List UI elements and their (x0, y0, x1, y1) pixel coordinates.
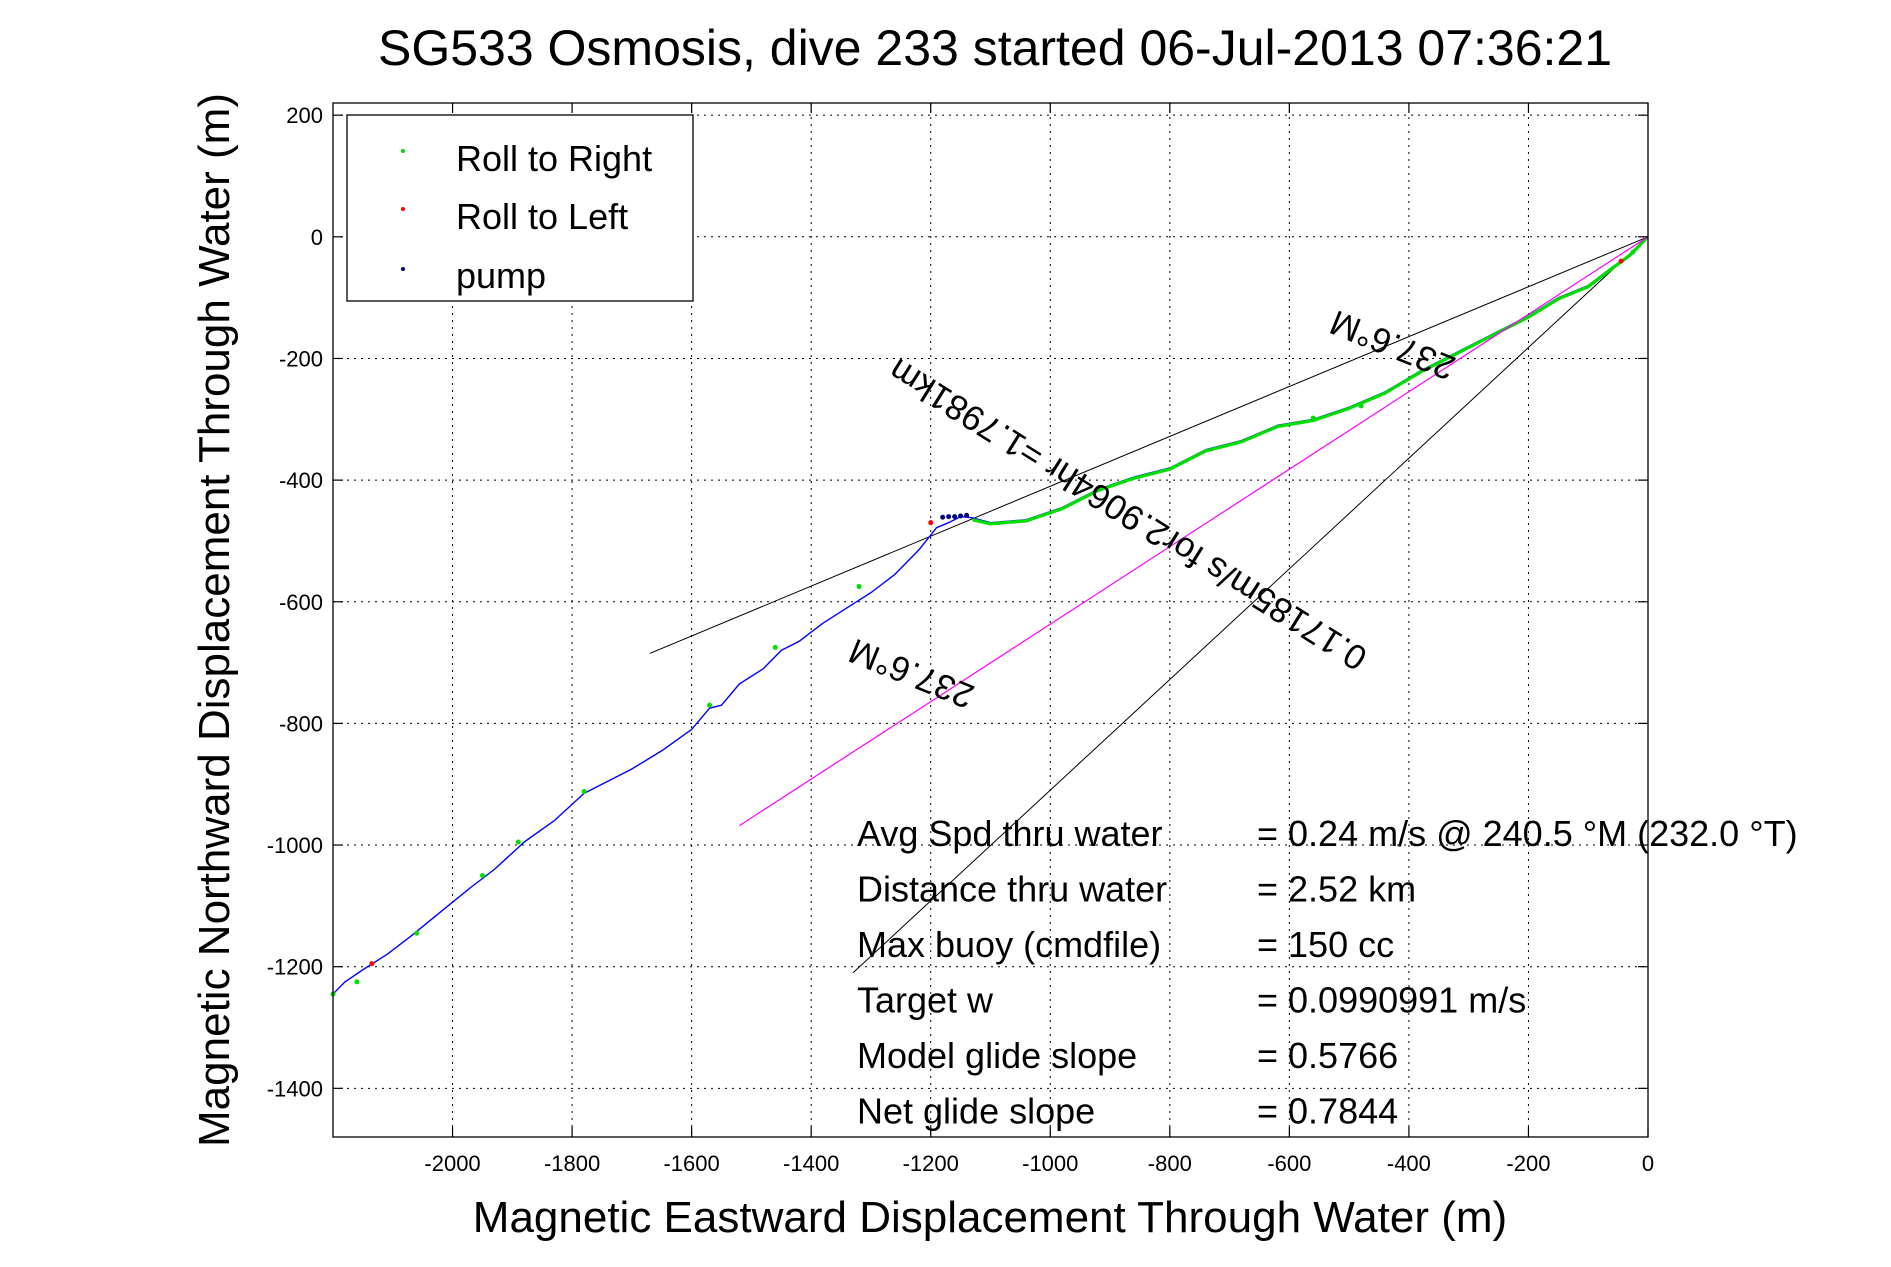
roll-right-point (707, 702, 713, 708)
roll-right-point (1358, 403, 1364, 409)
legend-marker-pump (401, 267, 405, 271)
dive-statistics: Avg Spd thru water = 0.24 m/s @ 240.5 °M … (857, 813, 1798, 1132)
roll-right-point (515, 839, 521, 845)
x-tick-label: -1000 (1022, 1151, 1078, 1176)
roll-right-point (581, 789, 587, 795)
y-axis-ticks: 200 0 -200 -400 -600 -800 -1000 -1200 -1400 (267, 103, 1648, 1101)
stat-label: Max buoy (cmdfile) (857, 924, 1161, 965)
stat-label: Distance thru water (857, 869, 1167, 910)
pump-point (940, 514, 946, 520)
reference-lines (649, 236, 1649, 974)
roll-right-point (772, 644, 778, 650)
legend-label-pump: pump (456, 255, 546, 296)
y-tick-label: -400 (279, 468, 323, 493)
y-tick-label: -1200 (267, 955, 323, 980)
y-tick-label: -200 (279, 346, 323, 371)
roll-right-point (856, 584, 862, 590)
stat-label: Target w (857, 980, 994, 1021)
stat-value: = 2.52 km (1257, 869, 1416, 910)
pump-point (952, 514, 958, 520)
y-tick-label: -1400 (267, 1076, 323, 1101)
stat-value: = 0.0990991 m/s (1257, 980, 1526, 1021)
x-tick-label: -1600 (663, 1151, 719, 1176)
series-lines (332, 235, 1650, 995)
x-tick-label: -1800 (544, 1151, 600, 1176)
y-tick-label: 200 (286, 103, 323, 128)
x-tick-label: -400 (1387, 1151, 1431, 1176)
y-axis-label: Magnetic Northward Displacement Through … (190, 93, 239, 1147)
stat-value: = 0.5766 (1257, 1035, 1398, 1076)
reference-line (649, 236, 1649, 654)
x-tick-label: 0 (1642, 1151, 1654, 1176)
legend-marker-roll-right (401, 149, 405, 153)
pump-point (964, 512, 970, 518)
x-axis-ticks: -2000 -1800 -1600 -1400 -1200 -1000 -800 -600 -4… (424, 103, 1654, 1176)
x-tick-label: -1200 (903, 1151, 959, 1176)
legend-label-roll-left: Roll to Left (456, 196, 628, 237)
y-tick-label: 0 (311, 225, 323, 250)
trajectory-roll-right-overlay (972, 235, 1650, 526)
y-tick-label: -1000 (267, 833, 323, 858)
reference-line (852, 236, 1649, 974)
y-tick-label: -600 (279, 590, 323, 615)
x-tick-label: -1400 (783, 1151, 839, 1176)
roll-left-point (928, 520, 934, 526)
roll-left-point (369, 961, 375, 967)
chart-title: SG533 Osmosis, dive 233 started 06-Jul-2… (378, 20, 1612, 76)
x-tick-label: -800 (1148, 1151, 1192, 1176)
roll-right-point (479, 872, 485, 878)
roll-right-point (354, 979, 360, 985)
roll-left-point (1618, 258, 1624, 264)
series-markers (330, 249, 1636, 997)
pump-point (946, 514, 952, 520)
net-displacement-line (739, 236, 1649, 827)
roll-right-point (1310, 415, 1316, 421)
x-tick-label: -200 (1506, 1151, 1550, 1176)
x-axis-label: Magnetic Eastward Displacement Through W… (473, 1193, 1507, 1242)
stat-value: = 0.7844 (1257, 1091, 1398, 1132)
stat-value: = 150 cc (1257, 924, 1394, 965)
legend-marker-roll-left (401, 207, 405, 211)
x-tick-label: -600 (1267, 1151, 1311, 1176)
stat-value: = 0.24 m/s @ 240.5 °M (232.0 °T) (1257, 813, 1798, 854)
stat-label: Net glide slope (857, 1091, 1095, 1132)
legend-label-roll-right: Roll to Right (456, 138, 652, 179)
roll-right-point (1630, 249, 1636, 255)
stat-label: Avg Spd thru water (857, 813, 1163, 854)
plot-frame (332, 102, 1649, 1138)
legend: Roll to Right Roll to Left pump (346, 114, 694, 302)
roll-right-point (414, 930, 420, 936)
pump-point (958, 513, 964, 519)
y-tick-label: -800 (279, 711, 323, 736)
stat-label: Model glide slope (857, 1035, 1137, 1076)
x-tick-label: -2000 (424, 1151, 480, 1176)
